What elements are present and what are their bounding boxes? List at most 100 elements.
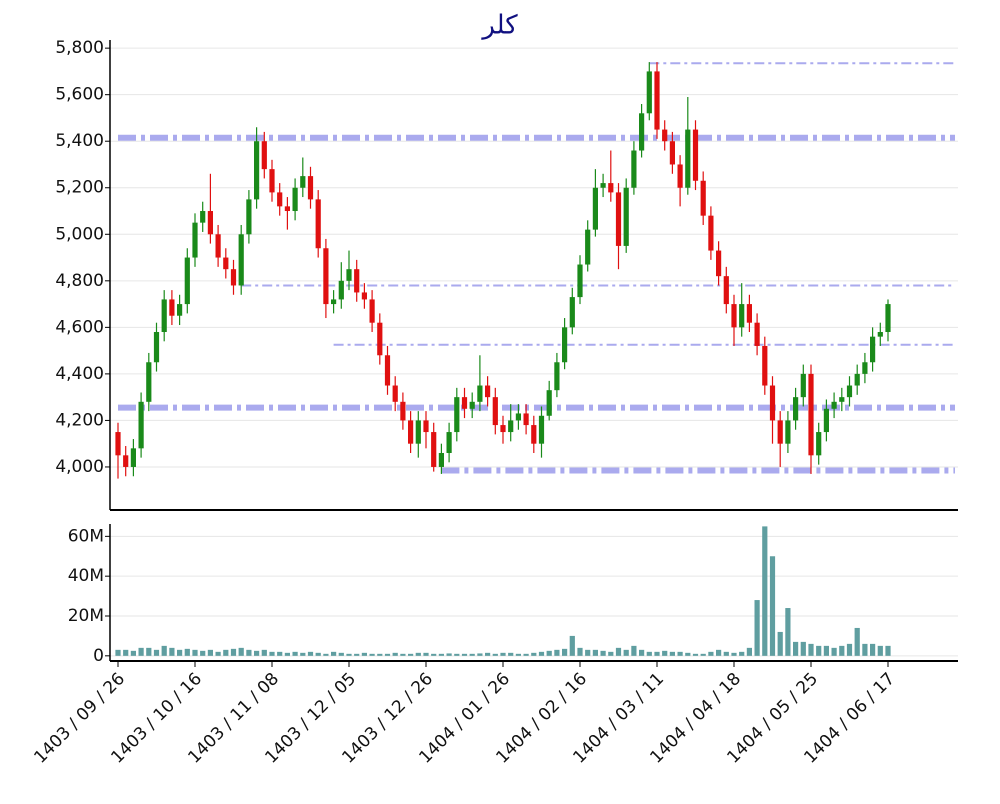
volume-bar xyxy=(654,651,660,656)
candle-body xyxy=(485,385,491,398)
volume-bar xyxy=(331,651,337,656)
candle-body xyxy=(700,180,706,216)
candle-body xyxy=(261,141,267,170)
candle-body xyxy=(508,420,514,433)
candle-body xyxy=(854,373,860,386)
volume-bar xyxy=(277,651,283,656)
candle-body xyxy=(331,299,337,305)
candle-body xyxy=(315,199,321,249)
volume-bar xyxy=(431,653,437,656)
candle-body xyxy=(569,297,575,328)
candle-body xyxy=(469,401,475,409)
volume-bar xyxy=(307,651,314,656)
volume-bar xyxy=(623,649,629,656)
volume-bar xyxy=(369,653,375,656)
volume-bar xyxy=(215,651,221,656)
candle-body xyxy=(400,401,406,421)
volume-bar xyxy=(554,649,560,656)
volume-bar xyxy=(777,631,783,656)
candle-body xyxy=(662,129,668,142)
volume-bar xyxy=(800,641,806,656)
volume-bar xyxy=(615,647,622,656)
volume-bar xyxy=(723,651,729,656)
candle-body xyxy=(754,322,760,346)
volume-bar xyxy=(454,653,460,656)
candle-body xyxy=(677,164,683,188)
volume-bar xyxy=(523,653,529,656)
candle-body xyxy=(346,269,352,281)
volume-bar xyxy=(639,649,645,656)
volume-bar xyxy=(816,645,822,656)
volume-bar xyxy=(254,650,260,656)
volume-bar xyxy=(146,647,152,656)
y-tick-label: 4,400 xyxy=(55,364,104,384)
candle-body xyxy=(746,304,752,323)
candle-body xyxy=(115,432,121,456)
candle-body xyxy=(870,336,876,363)
candle-body xyxy=(438,452,444,467)
volume-bar xyxy=(238,647,244,656)
candle-body xyxy=(307,176,314,200)
volume-bar xyxy=(384,653,391,656)
candle-body xyxy=(200,211,206,223)
volume-bar xyxy=(469,653,475,656)
candle-body xyxy=(769,385,776,421)
volume-bar xyxy=(662,650,668,656)
volume-bar xyxy=(246,649,252,656)
volume-bar xyxy=(700,653,706,656)
candle-body xyxy=(454,397,460,433)
y-tick-label: 5,800 xyxy=(55,38,104,58)
volume-bar xyxy=(223,649,229,656)
y-tick-label: 40M xyxy=(68,566,104,586)
y-tick-label: 5,400 xyxy=(55,131,104,151)
candle-body xyxy=(623,187,629,246)
candle-body xyxy=(446,432,452,453)
candle-body xyxy=(646,71,652,114)
candle-body xyxy=(816,432,822,456)
candle-body xyxy=(685,129,691,188)
candle-body xyxy=(277,192,283,207)
y-tick-label: 4,200 xyxy=(55,410,104,430)
candle-body xyxy=(292,187,298,212)
volume-bar xyxy=(669,651,675,656)
candle-body xyxy=(408,420,414,444)
volume-bar xyxy=(508,652,514,656)
candle-body xyxy=(831,401,837,409)
candle-body xyxy=(846,385,853,398)
volume-bar xyxy=(492,653,498,656)
volume-bar xyxy=(269,651,275,656)
volume-bar xyxy=(192,649,198,656)
candle-body xyxy=(177,304,183,316)
volume-bar xyxy=(716,649,722,656)
candle-body xyxy=(585,229,591,265)
volume-bar xyxy=(261,649,267,656)
volume-bar xyxy=(354,653,360,656)
candle-body xyxy=(300,176,306,188)
candle-body xyxy=(777,420,783,444)
volume-bar xyxy=(292,651,298,656)
candle-body xyxy=(523,413,529,426)
candle-body xyxy=(161,299,167,333)
candle-body xyxy=(839,397,845,402)
candle-body xyxy=(223,257,229,270)
candle-body xyxy=(785,420,791,444)
volume-bar xyxy=(423,652,429,656)
candle-body xyxy=(461,397,468,409)
volume-bar xyxy=(831,647,837,656)
candle-body xyxy=(823,408,829,433)
candle-body xyxy=(577,264,583,298)
volume-bar xyxy=(200,650,206,656)
candle-body xyxy=(146,362,152,402)
candle-body xyxy=(138,401,144,449)
candle-body xyxy=(592,187,598,230)
candle-body xyxy=(562,327,568,363)
volume-bar xyxy=(207,649,213,656)
y-tick-label: 60M xyxy=(68,526,104,546)
volume-bar xyxy=(885,645,891,656)
volume-bar xyxy=(685,652,691,656)
candle-body xyxy=(338,280,344,300)
volume-bar xyxy=(408,653,414,656)
volume-bar xyxy=(708,651,714,656)
candle-body xyxy=(230,269,237,286)
volume-bar xyxy=(477,653,483,656)
